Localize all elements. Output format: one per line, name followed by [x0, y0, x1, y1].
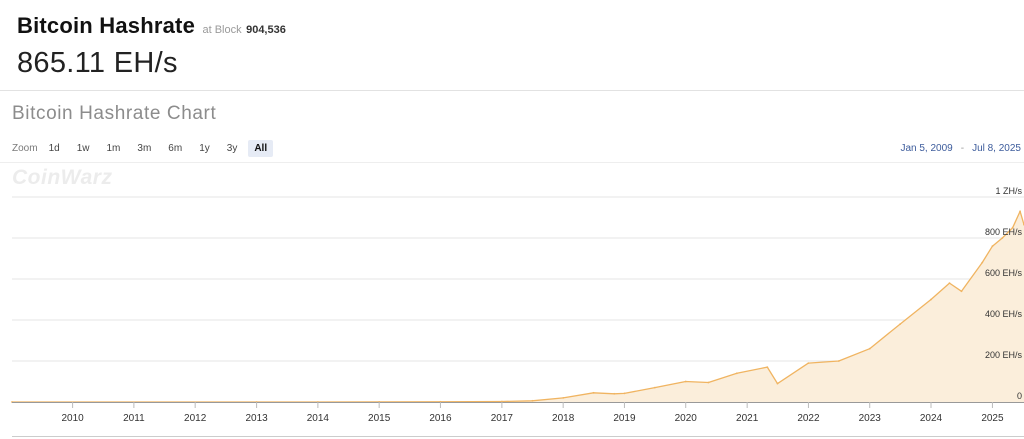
hashrate-point — [776, 382, 779, 385]
y-tick-label: 0 — [1017, 391, 1022, 401]
hashrate-point — [1011, 226, 1014, 229]
hashrate-point — [562, 397, 565, 399]
zoom-button-6m[interactable]: 6m — [168, 143, 183, 154]
zoom-button-1d[interactable]: 1d — [48, 143, 60, 154]
range-end-date[interactable]: Jul 8, 2025 — [972, 143, 1021, 154]
hashrate-point — [807, 362, 810, 364]
y-tick-label: 600 EH/s — [985, 268, 1023, 278]
hashrate-point — [707, 381, 710, 384]
at-block-label: at Block — [202, 24, 242, 36]
x-tick-label: 2025 — [981, 413, 1004, 424]
y-tick-label: 400 EH/s — [985, 309, 1023, 319]
x-tick-label: 2024 — [920, 413, 943, 424]
zoom-button-all[interactable]: All — [248, 140, 274, 157]
x-tick-label: 2012 — [184, 413, 207, 424]
hashrate-point — [592, 391, 595, 394]
hashrate-area — [12, 211, 1024, 402]
zoom-button-1w[interactable]: 1w — [76, 143, 90, 154]
hashrate-point — [960, 290, 963, 293]
zoom-button-1m[interactable]: 1m — [106, 143, 121, 154]
chart-title: Bitcoin Hashrate Chart — [12, 103, 217, 124]
x-tick-label: 2022 — [797, 413, 820, 424]
hashrate-point — [501, 400, 503, 403]
hashrate-point — [653, 386, 656, 389]
hashrate-point — [684, 380, 687, 383]
coinwarz-watermark: CoinWarz — [12, 166, 113, 189]
x-tick-label: 2013 — [245, 413, 268, 424]
x-tick-label: 2018 — [552, 413, 575, 424]
x-tick-label: 2019 — [613, 413, 636, 424]
zoom-button-3m[interactable]: 3m — [137, 143, 152, 154]
hashrate-point — [837, 360, 840, 362]
y-tick-label: 1 ZH/s — [995, 186, 1022, 196]
title-row: Bitcoin Hashrate at Block 904,536 — [17, 13, 286, 39]
x-tick-label: 2016 — [429, 413, 452, 424]
x-tick-label: 2010 — [61, 413, 84, 424]
hashrate-point — [736, 372, 738, 375]
page-title: Bitcoin Hashrate — [17, 13, 196, 38]
date-range: Jan 5, 2009- Jul 8, 2025 — [900, 143, 1021, 154]
x-tick-label: 2017 — [491, 413, 514, 424]
x-tick-label: 2023 — [859, 413, 882, 424]
zoom-label: Zoom — [12, 143, 38, 154]
hashrate-point — [1019, 210, 1021, 213]
zoom-bar: Zoom 1d 1w 1m 3m 6m 1y 3y All — [12, 140, 278, 157]
hashrate-point — [981, 261, 984, 264]
hashrate-line — [12, 210, 1024, 403]
x-tick-label: 2015 — [368, 413, 391, 424]
hashrate-point — [1001, 237, 1004, 239]
range-separator: - — [960, 143, 965, 154]
x-tick-label: 2020 — [675, 413, 698, 424]
hashrate-point — [868, 347, 871, 350]
hashrate-point — [531, 399, 534, 402]
x-tick-label: 2014 — [307, 413, 330, 424]
y-tick-label: 200 EH/s — [985, 350, 1023, 360]
panel-divider — [0, 162, 1024, 163]
block-number: 904,536 — [246, 24, 286, 36]
hashrate-point — [613, 392, 616, 395]
chart-panel: Bitcoin Hashrate Chart Zoom 1d 1w 1m 3m … — [0, 91, 1024, 439]
x-tick-label: 2011 — [123, 413, 145, 424]
hashrate-point — [930, 298, 932, 301]
hashrate-chart: 2010 2011 2012 2013 2014 2015 2016 2017 2018 2019… — [11, 186, 1024, 437]
hashrate-point — [766, 366, 769, 368]
y-tick-label: 800 EH/s — [985, 227, 1023, 237]
current-hashrate-value: 865.11 EH/s — [17, 47, 178, 79]
hashrate-point — [991, 245, 994, 248]
range-start-date[interactable]: Jan 5, 2009 — [900, 143, 953, 154]
x-tick-label: 2021 — [736, 413, 759, 424]
hashrate-point — [899, 323, 901, 325]
zoom-button-3y[interactable]: 3y — [226, 143, 238, 154]
stats-header: Bitcoin Hashrate at Block 904,536 865.11… — [0, 0, 1024, 91]
hashrate-point — [623, 392, 626, 395]
hashrate-point — [948, 282, 951, 284]
zoom-button-1y[interactable]: 1y — [199, 143, 210, 154]
